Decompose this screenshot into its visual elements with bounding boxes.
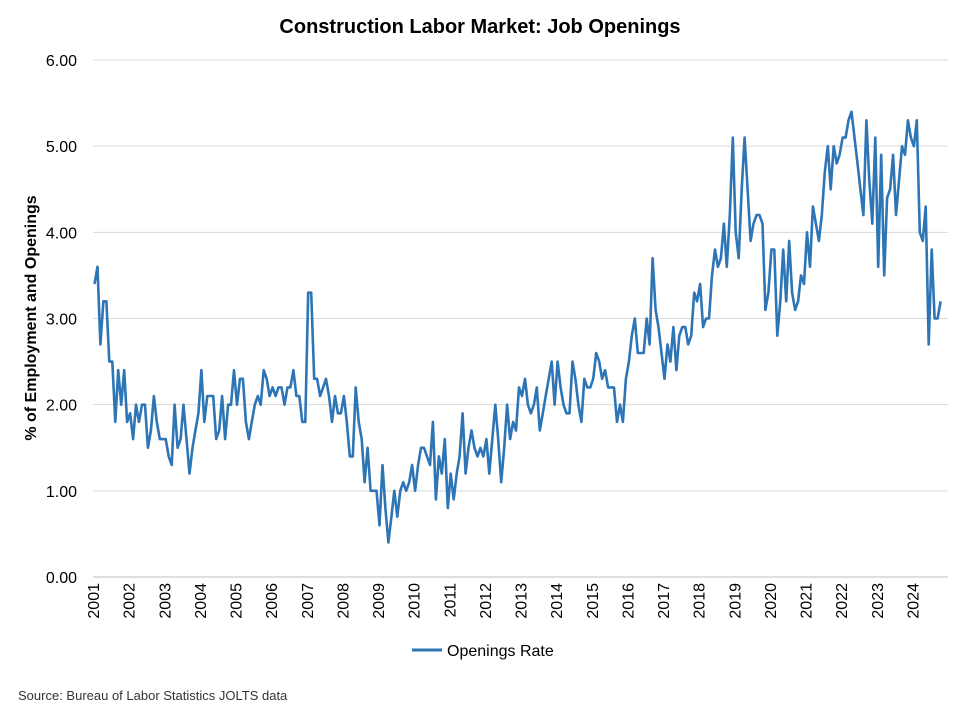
x-tick-label: 2008 bbox=[335, 583, 352, 619]
x-tick-label: 2010 bbox=[407, 583, 424, 619]
x-tick-label: 2006 bbox=[264, 583, 281, 619]
x-tick-label: 2002 bbox=[122, 583, 139, 619]
x-tick-label: 2011 bbox=[442, 583, 459, 618]
x-tick-label: 2013 bbox=[514, 583, 531, 619]
series-layer bbox=[93, 110, 942, 544]
x-tick-label: 2018 bbox=[692, 583, 709, 619]
y-tick-label: 3.00 bbox=[46, 312, 77, 329]
y-tick-label: 5.00 bbox=[46, 139, 77, 156]
x-tick-label: 2016 bbox=[620, 583, 637, 619]
y-tick-label: 0.00 bbox=[46, 570, 77, 587]
x-tick-label: 2007 bbox=[300, 583, 317, 619]
x-tick-label: 2005 bbox=[229, 583, 246, 619]
legend: Openings Rate bbox=[412, 643, 554, 660]
x-tick-label: 2004 bbox=[193, 583, 210, 619]
x-tick-label: 2001 bbox=[86, 583, 103, 619]
x-tick-label: 2021 bbox=[799, 583, 816, 619]
x-tick-label: 2003 bbox=[157, 583, 174, 619]
x-tick-label: 2012 bbox=[478, 583, 495, 619]
x-tick-label: 2020 bbox=[763, 583, 780, 619]
y-axis-tick-labels: 0.00 1.00 2.00 3.00 4.00 5.00 6.00 bbox=[46, 53, 77, 587]
y-tick-label: 2.00 bbox=[46, 398, 77, 415]
x-tick-label: 2022 bbox=[834, 583, 851, 619]
y-axis-label: % of Employment and Openings bbox=[23, 195, 40, 440]
x-tick-label: 2009 bbox=[371, 583, 388, 619]
x-tick-label: 2019 bbox=[727, 583, 744, 619]
x-tick-label: 2017 bbox=[656, 583, 673, 619]
y-tick-label: 4.00 bbox=[46, 225, 77, 242]
gridlines bbox=[93, 59, 948, 492]
source-note: Source: Bureau of Labor Statistics JOLTS… bbox=[18, 688, 288, 703]
y-tick-label: 1.00 bbox=[46, 484, 77, 501]
series-line-openings-rate bbox=[93, 110, 942, 544]
chart-title: Construction Labor Market: Job Openings bbox=[279, 16, 680, 38]
legend-label-openings-rate: Openings Rate bbox=[447, 643, 554, 660]
x-tick-label: 2023 bbox=[870, 583, 887, 619]
x-axis-tick-labels: 2001 2002 2003 2004 2005 2006 2007 2008 2009 2010… bbox=[86, 583, 922, 619]
y-tick-label: 6.00 bbox=[46, 53, 77, 70]
x-tick-label: 2024 bbox=[905, 583, 922, 619]
x-tick-label: 2014 bbox=[549, 583, 566, 619]
x-tick-label: 2015 bbox=[585, 583, 602, 619]
